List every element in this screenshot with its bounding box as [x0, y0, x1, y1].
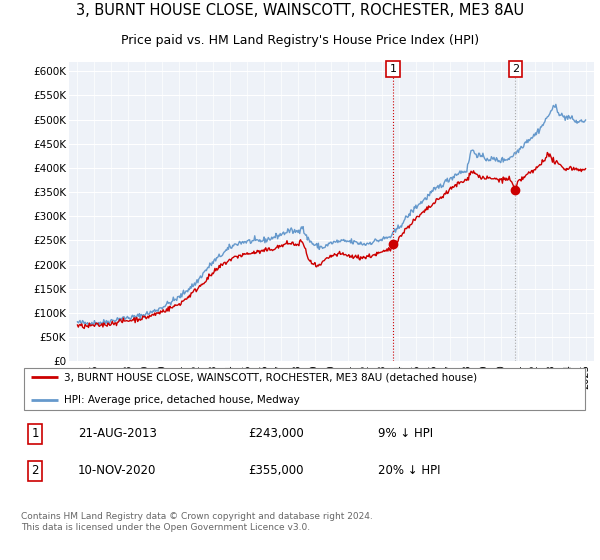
Text: Contains HM Land Registry data © Crown copyright and database right 2024.
This d: Contains HM Land Registry data © Crown c… [21, 512, 373, 531]
Text: 2: 2 [512, 64, 519, 74]
Text: 20% ↓ HPI: 20% ↓ HPI [378, 464, 441, 477]
Text: 10-NOV-2020: 10-NOV-2020 [78, 464, 156, 477]
Text: 1: 1 [31, 427, 39, 440]
Text: 2: 2 [31, 464, 39, 477]
Text: Price paid vs. HM Land Registry's House Price Index (HPI): Price paid vs. HM Land Registry's House … [121, 34, 479, 47]
FancyBboxPatch shape [24, 367, 585, 410]
Text: 3, BURNT HOUSE CLOSE, WAINSCOTT, ROCHESTER, ME3 8AU (detached house): 3, BURNT HOUSE CLOSE, WAINSCOTT, ROCHEST… [64, 372, 476, 382]
Text: 3, BURNT HOUSE CLOSE, WAINSCOTT, ROCHESTER, ME3 8AU: 3, BURNT HOUSE CLOSE, WAINSCOTT, ROCHEST… [76, 3, 524, 18]
Text: 1: 1 [389, 64, 397, 74]
Text: 9% ↓ HPI: 9% ↓ HPI [378, 427, 433, 440]
Text: 21-AUG-2013: 21-AUG-2013 [78, 427, 157, 440]
Text: £355,000: £355,000 [248, 464, 304, 477]
Text: HPI: Average price, detached house, Medway: HPI: Average price, detached house, Medw… [64, 395, 299, 405]
Text: £243,000: £243,000 [248, 427, 304, 440]
